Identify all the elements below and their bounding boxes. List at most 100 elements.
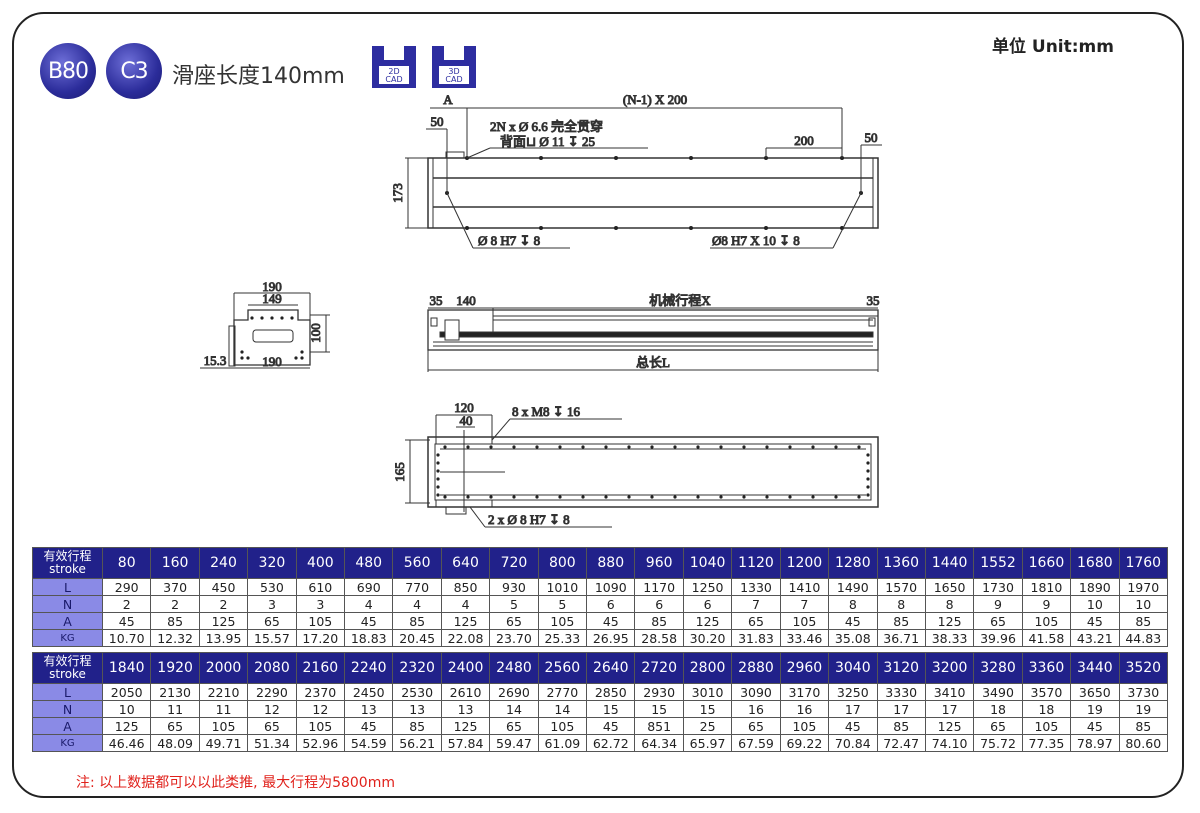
stroke-cell: 400 xyxy=(295,547,346,579)
mount-hole xyxy=(489,495,493,499)
stroke-cell: 3440 xyxy=(1070,652,1120,684)
value-cell: 10 xyxy=(1118,595,1169,613)
value-cell: 290 xyxy=(101,578,152,596)
value-cell: 105 xyxy=(1021,612,1072,630)
mount-hole xyxy=(627,495,631,499)
value-cell: 19 xyxy=(1118,700,1169,718)
stroke-cell: 3040 xyxy=(828,652,878,684)
model-badge: B80 xyxy=(40,43,96,99)
value-cell: 65.97 xyxy=(682,734,733,752)
stroke-cell: 560 xyxy=(392,547,442,579)
value-cell: 65 xyxy=(247,612,297,630)
value-cell: 85 xyxy=(392,612,442,630)
width-15-3: 15.3 xyxy=(204,353,227,368)
value-cell: 851 xyxy=(634,717,684,735)
value-cell: 2 xyxy=(198,595,249,613)
value-cell: 125 xyxy=(101,717,152,735)
value-cell: 54.59 xyxy=(344,734,394,752)
value-cell: 15 xyxy=(682,700,733,718)
value-cell: 45 xyxy=(586,717,636,735)
value-cell: 1410 xyxy=(779,578,830,596)
value-cell: 49.71 xyxy=(198,734,249,752)
value-cell: 65 xyxy=(973,612,1023,630)
cad-label: CAD xyxy=(385,75,402,84)
height-173-dimension: 173 xyxy=(390,183,405,203)
value-cell: 23.70 xyxy=(489,629,539,647)
value-cell: 30.20 xyxy=(682,629,733,647)
value-cell: 28.58 xyxy=(634,629,684,647)
right-35-dimension: 35 xyxy=(867,293,880,308)
table-row-n: N 10 11 11 12 12 13 13 13 14 14 15 15 15 16 16 17 17 17 18 1… xyxy=(32,700,1169,718)
mount-hole xyxy=(673,445,677,449)
value-cell: 125 xyxy=(924,717,975,735)
value-cell: 51.34 xyxy=(247,734,297,752)
value-cell: 2770 xyxy=(537,683,588,701)
value-cell: 19 xyxy=(1070,700,1120,718)
stroke-cell: 480 xyxy=(344,547,394,579)
value-cell: 13.95 xyxy=(198,629,249,647)
mount-hole xyxy=(535,445,539,449)
cad-2d-button[interactable]: 2D CAD xyxy=(370,44,418,90)
width-40: 40 xyxy=(460,413,473,428)
value-cell: 3 xyxy=(247,595,297,613)
table-row-kg: KG 46.46 48.09 49.71 51.34 52.96 54.59 56.21 57.… xyxy=(32,734,1169,752)
stroke-cell: 160 xyxy=(150,547,200,579)
value-cell: 690 xyxy=(344,578,394,596)
stroke-cell: 2160 xyxy=(295,652,346,684)
value-cell: 25 xyxy=(682,717,733,735)
pin-note-left: Ø 8 H7 ↧ 8 xyxy=(478,233,540,248)
value-cell: 70.84 xyxy=(828,734,878,752)
value-cell: 850 xyxy=(440,578,491,596)
value-cell: 45 xyxy=(101,612,152,630)
stroke-cell: 1920 xyxy=(150,652,200,684)
value-cell: 13 xyxy=(344,700,394,718)
mount-hole xyxy=(765,445,769,449)
mount-hole xyxy=(719,445,723,449)
stroke-cell: 2720 xyxy=(634,652,684,684)
mount-hole xyxy=(436,485,440,489)
cad-3d-button[interactable]: 3D CAD xyxy=(430,44,478,90)
value-cell: 65 xyxy=(247,717,297,735)
value-cell: 80.60 xyxy=(1118,734,1169,752)
mount-hole xyxy=(627,445,631,449)
mount-hole xyxy=(489,445,493,449)
value-cell: 46.46 xyxy=(101,734,152,752)
value-cell: 125 xyxy=(198,612,249,630)
value-cell: 18 xyxy=(973,700,1023,718)
value-cell: 105 xyxy=(1021,717,1072,735)
value-cell: 105 xyxy=(295,612,346,630)
value-cell: 125 xyxy=(682,612,733,630)
stroke-cell: 1040 xyxy=(682,547,733,579)
value-cell: 17 xyxy=(876,700,926,718)
spec-table: 有效行程 stroke 80 160 240 320 400 480 560 640 720 800 8… xyxy=(32,547,1169,752)
stroke-cell: 800 xyxy=(537,547,588,579)
value-cell: 12.32 xyxy=(150,629,200,647)
value-cell: 12 xyxy=(247,700,297,718)
value-cell: 2530 xyxy=(392,683,442,701)
mount-hole xyxy=(866,477,870,481)
value-cell: 450 xyxy=(198,578,249,596)
stroke-cell: 1660 xyxy=(1021,547,1072,579)
value-cell: 6 xyxy=(682,595,733,613)
stroke-cell: 2240 xyxy=(344,652,394,684)
value-cell: 2 xyxy=(150,595,200,613)
unit-label: 单位 Unit:mm xyxy=(991,37,1114,57)
mount-hole xyxy=(436,461,440,465)
value-cell: 85 xyxy=(150,612,200,630)
value-cell: 45 xyxy=(828,717,878,735)
stroke-cell: 3520 xyxy=(1118,652,1169,684)
value-cell: 13 xyxy=(440,700,491,718)
value-cell: 65 xyxy=(731,612,781,630)
slider-140-dimension: 140 xyxy=(456,293,476,308)
mount-hole xyxy=(742,445,746,449)
cad-3d-label: 3D xyxy=(448,67,459,76)
value-cell: 61.09 xyxy=(537,734,588,752)
stroke-label-cn: 有效行程 xyxy=(43,654,92,668)
cad-label: CAD xyxy=(445,75,462,84)
value-cell: 45 xyxy=(344,717,394,735)
table-row-a: A 45 85 125 65 105 45 85 125 65 105 45 85 125 65 105 45 8… xyxy=(32,612,1169,630)
hole-note-2: 背面⊔ Ø 11 ↧ 25 xyxy=(500,134,595,149)
value-cell: 65 xyxy=(150,717,200,735)
value-cell: 530 xyxy=(247,578,297,596)
value-cell: 610 xyxy=(295,578,346,596)
